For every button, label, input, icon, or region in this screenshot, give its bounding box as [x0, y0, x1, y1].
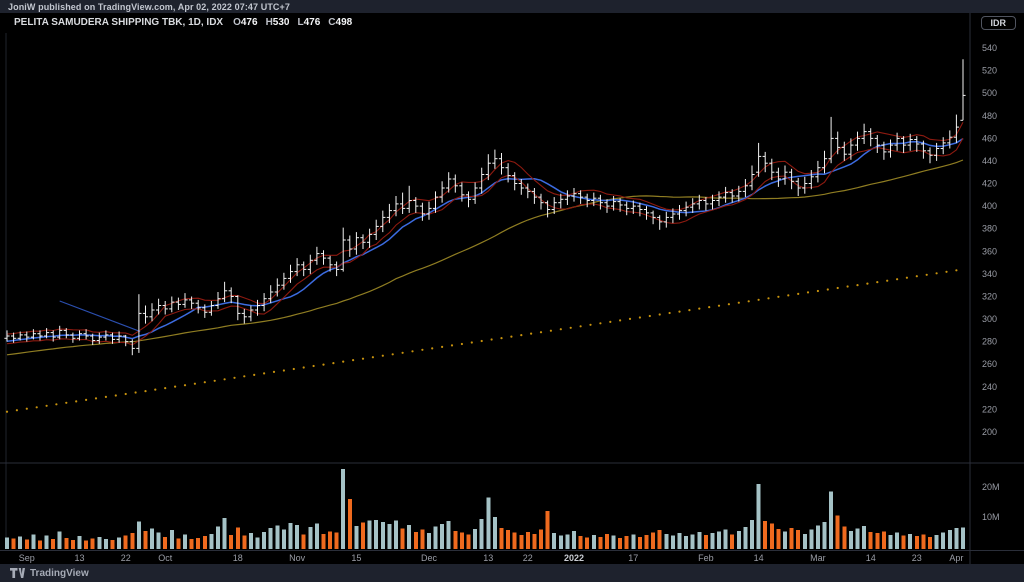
svg-text:520: 520 [982, 66, 997, 76]
currency-toggle-button[interactable]: IDR [980, 16, 1016, 30]
volume-bars [5, 469, 965, 549]
svg-text:340: 340 [982, 269, 997, 279]
publish-text: JoniW published on TradingView.com, Apr … [8, 1, 290, 12]
close-value: 498 [335, 17, 353, 28]
ohlc-low: L476 [297, 17, 320, 28]
open-label: O [233, 17, 241, 28]
svg-text:23: 23 [912, 553, 922, 563]
svg-text:20M: 20M [982, 482, 1000, 492]
svg-text:Feb: Feb [698, 553, 714, 563]
svg-text:22: 22 [121, 553, 131, 563]
open-value: 476 [240, 17, 258, 28]
svg-text:320: 320 [982, 292, 997, 302]
ma-fast-line [6, 137, 964, 343]
ma-envelope-upper [6, 122, 964, 336]
ohlc-open: O476 [233, 17, 257, 28]
svg-text:Dec: Dec [421, 553, 438, 563]
svg-text:360: 360 [982, 246, 997, 256]
svg-text:17: 17 [628, 553, 638, 563]
svg-text:420: 420 [982, 179, 997, 189]
trendline-drawing[interactable] [59, 300, 141, 333]
high-label: H [265, 17, 273, 28]
ohlc-high: H530 [266, 17, 290, 28]
svg-text:480: 480 [982, 111, 997, 121]
svg-text:2022: 2022 [564, 553, 584, 563]
svg-text:15: 15 [351, 553, 361, 563]
svg-text:Oct: Oct [158, 553, 173, 563]
close-label: C [328, 17, 336, 28]
svg-text:Mar: Mar [810, 553, 826, 563]
price-axis[interactable]: 540 520 500 480 460 440 420 400 380 360 340 320 300 2… [982, 43, 1000, 522]
svg-text:14: 14 [866, 553, 876, 563]
svg-text:280: 280 [982, 337, 997, 347]
svg-text:440: 440 [982, 156, 997, 166]
time-axis[interactable]: Sep 13 22 Oct 18 Nov 15 Dec 13 22 2022 17 Feb 14 Mar 14… [19, 553, 964, 563]
ohlc-close: C498 [328, 17, 352, 28]
price-bars [4, 59, 966, 356]
svg-text:400: 400 [982, 201, 997, 211]
ma-slow-line [6, 159, 964, 356]
svg-text:260: 260 [982, 359, 997, 369]
svg-text:Sep: Sep [19, 553, 35, 563]
svg-text:22: 22 [523, 553, 533, 563]
svg-text:380: 380 [982, 224, 997, 234]
symbol-title[interactable]: PELITA SAMUDERA SHIPPING TBK, 1D, IDX [14, 17, 224, 28]
svg-text:200: 200 [982, 427, 997, 437]
ma-dotted-line [5, 269, 958, 413]
footer-bar: TradingView [0, 564, 1024, 582]
low-label: L [297, 17, 304, 28]
tradingview-logo-icon[interactable] [10, 567, 25, 579]
svg-text:500: 500 [982, 88, 997, 98]
svg-text:13: 13 [74, 553, 84, 563]
svg-text:Nov: Nov [289, 553, 306, 563]
svg-text:240: 240 [982, 382, 997, 392]
svg-text:13: 13 [483, 553, 493, 563]
brand-label: TradingView [30, 567, 89, 579]
svg-text:540: 540 [982, 43, 997, 53]
svg-text:460: 460 [982, 133, 997, 143]
pane-separators [0, 13, 1024, 564]
svg-text:220: 220 [982, 404, 997, 414]
svg-text:14: 14 [754, 553, 764, 563]
low-value: 476 [303, 17, 321, 28]
svg-text:18: 18 [233, 553, 243, 563]
high-value: 530 [272, 17, 290, 28]
svg-text:Apr: Apr [949, 553, 963, 563]
svg-text:10M: 10M [982, 512, 1000, 522]
symbol-legend[interactable]: PELITA SAMUDERA SHIPPING TBK, 1D, IDX O4… [14, 17, 360, 28]
svg-text:300: 300 [982, 314, 997, 324]
publish-info-bar: JoniW published on TradingView.com, Apr … [0, 0, 1024, 13]
